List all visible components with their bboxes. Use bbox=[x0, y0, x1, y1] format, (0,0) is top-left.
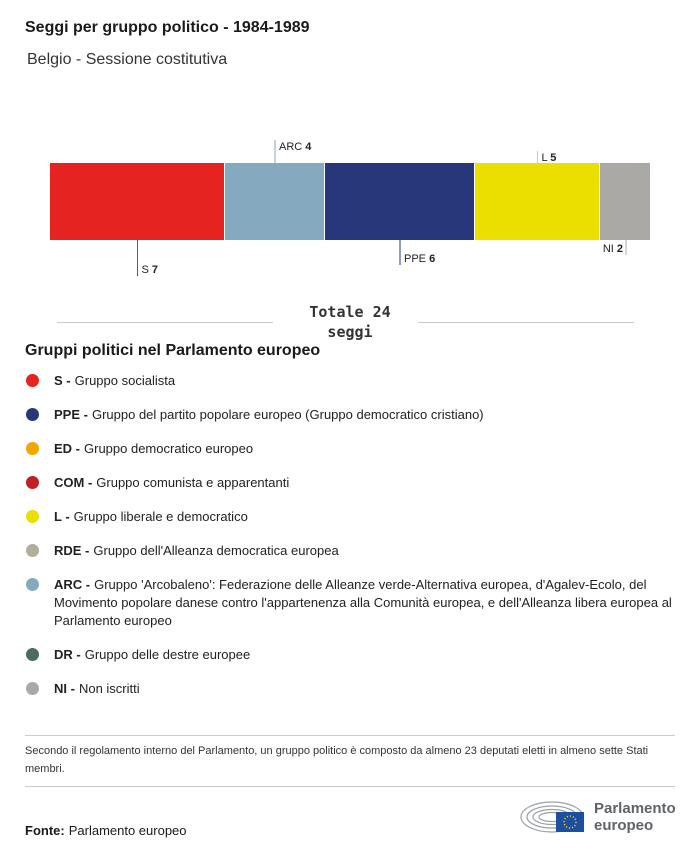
legend-item: PPE - Gruppo del partito popolare europeo… bbox=[25, 406, 685, 424]
data-label-ppe: PPE 6 bbox=[404, 253, 435, 265]
bar-segment-arc bbox=[225, 163, 324, 240]
total-seats-label: Totale 24 seggi bbox=[309, 303, 391, 341]
source: Fonte: Parlamento europeo bbox=[25, 823, 187, 838]
data-label-l: L 5 bbox=[542, 152, 557, 164]
data-label-s: S 7 bbox=[142, 264, 159, 276]
legend-text: PPE - Gruppo del partito popolare europeo… bbox=[54, 407, 484, 422]
legend-dot-icon bbox=[26, 442, 39, 455]
legend-dot-icon bbox=[26, 648, 39, 661]
legend-dot-icon bbox=[26, 476, 39, 489]
legend-title: Gruppi politici nel Parlamento europeo bbox=[25, 342, 321, 359]
legend-dot-icon bbox=[26, 510, 39, 523]
logo-line-1: Parlamento bbox=[594, 800, 676, 817]
chart-title: Seggi per gruppo politico - 1984-1989 bbox=[25, 19, 310, 36]
data-label-ni: NI 2 bbox=[603, 243, 623, 255]
bar-segment-s bbox=[50, 163, 224, 240]
footnote: Secondo il regolamento interno del Parla… bbox=[25, 735, 675, 787]
legend-item: ED - Gruppo democratico europeo bbox=[25, 440, 685, 458]
legend-item: ARC - Gruppo 'Arcobaleno': Federazione de… bbox=[25, 576, 685, 630]
logo-text: Parlamento europeo bbox=[594, 800, 676, 834]
divider bbox=[57, 322, 273, 323]
legend-dot-icon bbox=[26, 544, 39, 557]
legend-item: RDE - Gruppo dell'Alleanza democratica eu… bbox=[25, 542, 685, 560]
legend-text: ED - Gruppo democratico europeo bbox=[54, 441, 254, 456]
bar-segment-ppe bbox=[325, 163, 474, 240]
chart-subtitle: Belgio - Sessione costitutiva bbox=[27, 51, 228, 68]
data-label-arc: ARC 4 bbox=[279, 141, 312, 153]
legend-dot-icon bbox=[26, 408, 39, 421]
legend-item: S - Gruppo socialista bbox=[25, 372, 685, 390]
bar-segment-ni bbox=[600, 163, 650, 240]
legend-item: DR - Gruppo delle destre europee bbox=[25, 646, 685, 664]
legend: S - Gruppo socialista PPE - Gruppo del part… bbox=[25, 372, 685, 714]
legend-item: COM - Gruppo comunista e apparentanti bbox=[25, 474, 685, 492]
legend-text: L - Gruppo liberale e democratico bbox=[54, 509, 248, 524]
legend-text: S - Gruppo socialista bbox=[54, 373, 176, 388]
legend-dot-icon bbox=[26, 578, 39, 591]
seats-bar-chart: S 7 ARC 4 PPE 6 L 5 NI 2 bbox=[50, 140, 650, 276]
legend-item: L - Gruppo liberale e democratico bbox=[25, 508, 685, 526]
legend-item: NI - Non iscritti bbox=[25, 680, 685, 698]
legend-text: NI - Non iscritti bbox=[54, 681, 140, 696]
ep-logo: Parlamento europeo bbox=[520, 800, 676, 834]
legend-text: DR - Gruppo delle destre europee bbox=[54, 647, 251, 662]
legend-text: ARC - Gruppo 'Arcobaleno': Federazione de… bbox=[54, 577, 672, 628]
legend-text: COM - Gruppo comunista e apparentanti bbox=[54, 475, 290, 490]
source-label: Fonte: bbox=[25, 823, 65, 838]
legend-dot-icon bbox=[26, 374, 39, 387]
legend-dot-icon bbox=[26, 682, 39, 695]
bar-segment-l bbox=[475, 163, 599, 240]
legend-text: RDE - Gruppo dell'Alleanza democratica eu… bbox=[54, 543, 339, 558]
hemicycle-eu-flag-icon bbox=[520, 801, 584, 833]
divider bbox=[418, 322, 634, 323]
source-value: Parlamento europeo bbox=[68, 823, 187, 838]
logo-line-2: europeo bbox=[594, 817, 654, 834]
